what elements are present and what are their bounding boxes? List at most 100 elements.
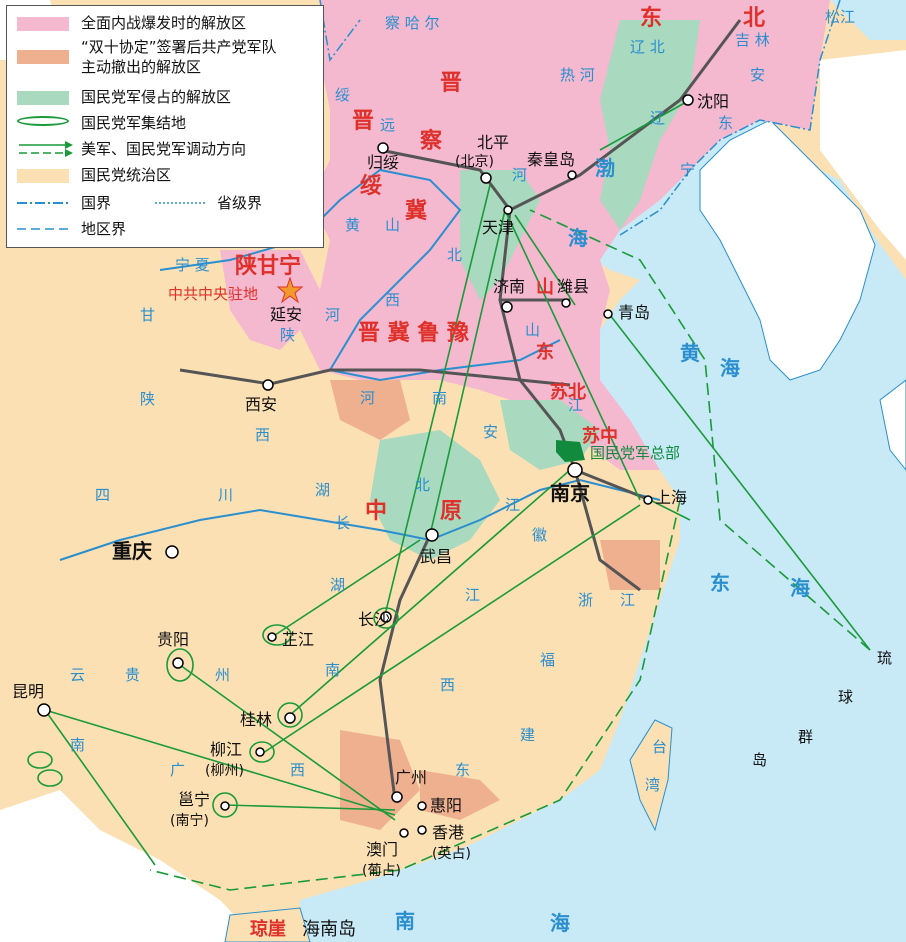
city-label: 济南 xyxy=(493,277,525,296)
region-label: 陕甘宁 xyxy=(235,253,301,279)
city-label: 潍县 xyxy=(557,277,589,296)
province-label: 徽 xyxy=(532,526,547,544)
city-label: 澳门 xyxy=(366,840,398,859)
province-label: 察 哈 尔 xyxy=(385,14,440,32)
withdrawn-2 xyxy=(600,540,660,590)
province-label: 松江 xyxy=(825,8,855,26)
southeast-asia xyxy=(0,790,260,942)
sea-label: 黄 xyxy=(680,341,700,365)
island-label: 岛 xyxy=(752,751,767,769)
city-label: 柳江 xyxy=(210,740,242,759)
province-label: 安 xyxy=(483,423,498,441)
province-label: 陕 xyxy=(140,390,155,408)
province-label: 西 xyxy=(385,291,400,309)
province-label: 江 xyxy=(568,396,583,414)
province-label: 江 xyxy=(620,591,635,609)
province-label: 云 xyxy=(70,666,85,684)
region-label: 琼崖 xyxy=(250,918,286,940)
province-label: 河 xyxy=(512,166,527,184)
city-label: (葡占) xyxy=(362,863,401,879)
river-label: 长 xyxy=(335,514,350,532)
city-label: 青岛 xyxy=(618,303,650,322)
occupied-northeast xyxy=(600,20,700,230)
province-label: 西 xyxy=(440,676,455,694)
legend-label: 地区界 xyxy=(81,220,127,238)
province-label: 东 xyxy=(718,114,733,132)
province-label: 西 xyxy=(290,761,305,779)
city-label: 上海 xyxy=(655,488,687,507)
province-label: 北 xyxy=(415,476,430,494)
railways xyxy=(179,19,742,801)
city-label: 贵阳 xyxy=(157,630,189,649)
province-label: 湾 xyxy=(645,776,660,794)
legend-swatch-liberated xyxy=(17,17,69,31)
region-label: 苏中 xyxy=(582,425,618,447)
region-label: 晋 冀 鲁 豫 xyxy=(358,320,469,346)
province-label: 陕 xyxy=(280,326,295,344)
island-label: 琉 xyxy=(877,649,892,667)
legend-label: 美军、国民党军调动方向 xyxy=(81,140,247,158)
region-label: 东 xyxy=(640,5,662,31)
province-label: 安 xyxy=(750,66,765,84)
taiwan xyxy=(629,719,673,832)
legend-swatch-occupied xyxy=(17,91,69,105)
province-label: 宁 xyxy=(680,161,695,179)
city-label: 海南岛 xyxy=(302,919,356,940)
region-label: 晋 xyxy=(352,109,374,134)
island-label: 群 xyxy=(798,728,813,746)
province-label: 南 xyxy=(432,389,447,407)
city-label: 邕宁 xyxy=(178,790,210,809)
legend-label: 国民党统治区 xyxy=(81,166,172,184)
province-label: 福 xyxy=(540,651,555,669)
legend-arrow-icon xyxy=(19,141,73,157)
legend-swatch-kmt xyxy=(17,169,69,183)
legend-label: 主动撤出的解放区 xyxy=(81,58,202,76)
city-label: (英占) xyxy=(432,845,471,862)
region-label: 原 xyxy=(440,499,462,524)
province-label: 州 xyxy=(215,666,230,684)
city-label: (南宁) xyxy=(170,812,209,829)
city-label: 武昌 xyxy=(420,547,452,566)
sea-label: 渤 xyxy=(595,156,615,180)
city-label: 芷江 xyxy=(282,630,314,649)
province-label: 川 xyxy=(218,486,233,504)
region-label: 冀 xyxy=(405,199,427,224)
region-label: 察 xyxy=(420,128,443,154)
region-label: 晋 xyxy=(440,71,462,96)
region-label: 山 xyxy=(536,277,554,298)
legend-provincial-border-icon xyxy=(155,202,207,204)
sea-label: 东 xyxy=(710,571,730,595)
province-label: 山 xyxy=(385,216,400,234)
province-label: 山 xyxy=(525,321,540,339)
yanan-star xyxy=(276,276,304,304)
province-label: 吉 林 xyxy=(735,31,770,49)
city-label: 归绥 xyxy=(367,153,399,172)
northeast-foreign xyxy=(820,50,906,260)
city-label: 桂林 xyxy=(240,710,272,729)
province-label: 辽 xyxy=(650,109,665,127)
province-label: 江 xyxy=(465,586,480,604)
movement-dashed xyxy=(149,209,871,891)
sea-top-right xyxy=(830,0,906,40)
city-label: 西安 xyxy=(245,395,277,414)
occupied-central xyxy=(370,430,500,560)
legend-label: 国民党军集结地 xyxy=(81,114,187,132)
region-label: 北 xyxy=(743,6,765,31)
legend-label: “双十协定”签署后共产党军队 xyxy=(81,38,277,56)
province-label: 台 xyxy=(652,738,667,756)
kmt-hq-label: 国民党军总部 xyxy=(590,444,680,462)
province-label: 广 xyxy=(170,761,185,779)
legend-national-border-icon xyxy=(17,202,71,204)
movement-arrows xyxy=(44,99,871,866)
province-label: 南 xyxy=(325,661,340,679)
province-label: 黄 xyxy=(345,216,360,234)
province-label: 河 xyxy=(360,389,375,407)
legend-swatch-withdrawn xyxy=(17,50,69,64)
legend-label: 全面内战爆发时的解放区 xyxy=(81,14,247,32)
province-label: 南 xyxy=(70,736,85,754)
sea-label: 南 xyxy=(395,909,415,933)
legend-box: 全面内战爆发时的解放区 “双十协定”签署后共产党军队 主动撤出的解放区 国民党军… xyxy=(6,5,324,248)
region-label: 绥 xyxy=(360,173,382,199)
legend-label: 国民党军侵占的解放区 xyxy=(81,88,232,106)
province-label: 宁 夏 xyxy=(175,256,210,274)
